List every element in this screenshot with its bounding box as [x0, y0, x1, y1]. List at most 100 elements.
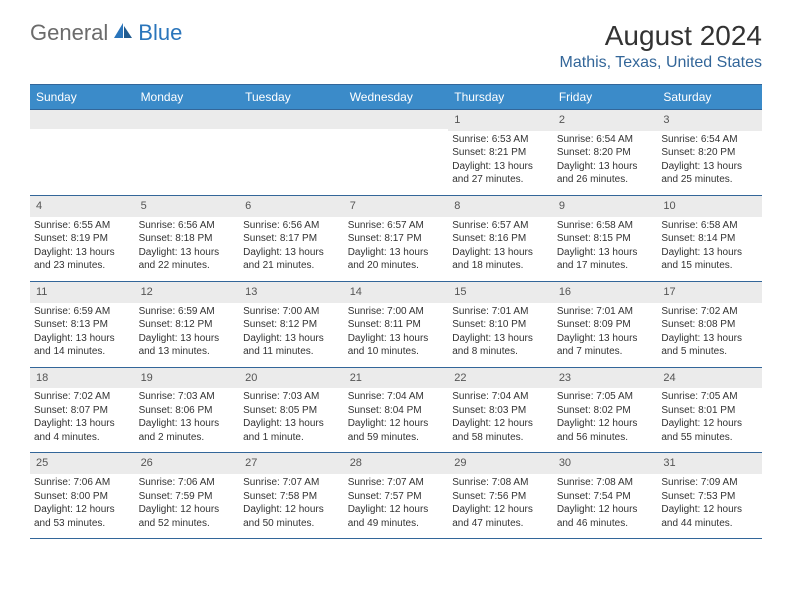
day-number: 24: [657, 368, 762, 389]
day-cell: 15Sunrise: 7:01 AMSunset: 8:10 PMDayligh…: [448, 281, 553, 367]
daylight-text-1: Daylight: 13 hours: [34, 417, 131, 431]
daylight-text-1: Daylight: 12 hours: [243, 503, 340, 517]
day-number: 6: [239, 196, 344, 217]
daylight-text-2: and 27 minutes.: [452, 173, 549, 187]
sunset-text: Sunset: 7:57 PM: [348, 490, 445, 504]
sunset-text: Sunset: 7:54 PM: [557, 490, 654, 504]
day-cell: 7Sunrise: 6:57 AMSunset: 8:17 PMDaylight…: [344, 195, 449, 281]
day-details: Sunrise: 7:05 AMSunset: 8:01 PMDaylight:…: [657, 388, 762, 452]
day-details: Sunrise: 7:06 AMSunset: 8:00 PMDaylight:…: [30, 474, 135, 538]
daylight-text-1: Daylight: 12 hours: [452, 417, 549, 431]
day-cell: 24Sunrise: 7:05 AMSunset: 8:01 PMDayligh…: [657, 367, 762, 453]
daylight-text-1: Daylight: 12 hours: [34, 503, 131, 517]
day-cell: 31Sunrise: 7:09 AMSunset: 7:53 PMDayligh…: [657, 453, 762, 539]
weekday-header: Friday: [553, 85, 658, 110]
empty-day-header: [239, 110, 344, 129]
location-label: Mathis, Texas, United States: [560, 54, 762, 72]
empty-day-header: [344, 110, 449, 129]
sunrise-text: Sunrise: 7:06 AM: [34, 476, 131, 490]
sunset-text: Sunset: 8:11 PM: [348, 318, 445, 332]
day-number: 12: [135, 282, 240, 303]
daylight-text-1: Daylight: 13 hours: [661, 246, 758, 260]
calendar-body: 1Sunrise: 6:53 AMSunset: 8:21 PMDaylight…: [30, 110, 762, 539]
daylight-text-1: Daylight: 13 hours: [348, 332, 445, 346]
sunrise-text: Sunrise: 6:56 AM: [139, 219, 236, 233]
daylight-text-2: and 22 minutes.: [139, 259, 236, 273]
sunrise-text: Sunrise: 6:56 AM: [243, 219, 340, 233]
daylight-text-2: and 50 minutes.: [243, 517, 340, 531]
sunset-text: Sunset: 8:16 PM: [452, 232, 549, 246]
day-details: Sunrise: 7:08 AMSunset: 7:54 PMDaylight:…: [553, 474, 658, 538]
day-number: 26: [135, 453, 240, 474]
day-number: 1: [448, 110, 553, 131]
daylight-text-1: Daylight: 12 hours: [661, 503, 758, 517]
weekday-header: Tuesday: [239, 85, 344, 110]
day-cell: 23Sunrise: 7:05 AMSunset: 8:02 PMDayligh…: [553, 367, 658, 453]
sunrise-text: Sunrise: 6:54 AM: [557, 133, 654, 147]
daylight-text-2: and 59 minutes.: [348, 431, 445, 445]
daylight-text-2: and 26 minutes.: [557, 173, 654, 187]
daylight-text-2: and 55 minutes.: [661, 431, 758, 445]
day-cell: 25Sunrise: 7:06 AMSunset: 8:00 PMDayligh…: [30, 453, 135, 539]
day-number: 5: [135, 196, 240, 217]
daylight-text-1: Daylight: 13 hours: [557, 160, 654, 174]
day-cell: 9Sunrise: 6:58 AMSunset: 8:15 PMDaylight…: [553, 195, 658, 281]
day-cell: [239, 110, 344, 196]
daylight-text-1: Daylight: 12 hours: [557, 417, 654, 431]
day-cell: [30, 110, 135, 196]
daylight-text-2: and 21 minutes.: [243, 259, 340, 273]
sunrise-text: Sunrise: 7:07 AM: [348, 476, 445, 490]
calendar-table: Sunday Monday Tuesday Wednesday Thursday…: [30, 84, 762, 539]
day-details: Sunrise: 7:00 AMSunset: 8:11 PMDaylight:…: [344, 303, 449, 367]
day-cell: 14Sunrise: 7:00 AMSunset: 8:11 PMDayligh…: [344, 281, 449, 367]
day-cell: 19Sunrise: 7:03 AMSunset: 8:06 PMDayligh…: [135, 367, 240, 453]
month-title: August 2024: [560, 20, 762, 52]
sunset-text: Sunset: 8:12 PM: [243, 318, 340, 332]
day-details: Sunrise: 6:56 AMSunset: 8:17 PMDaylight:…: [239, 217, 344, 281]
day-cell: 17Sunrise: 7:02 AMSunset: 8:08 PMDayligh…: [657, 281, 762, 367]
daylight-text-1: Daylight: 12 hours: [348, 503, 445, 517]
sunset-text: Sunset: 8:07 PM: [34, 404, 131, 418]
daylight-text-2: and 2 minutes.: [139, 431, 236, 445]
day-number: 23: [553, 368, 658, 389]
sunset-text: Sunset: 8:10 PM: [452, 318, 549, 332]
day-cell: 10Sunrise: 6:58 AMSunset: 8:14 PMDayligh…: [657, 195, 762, 281]
sunset-text: Sunset: 8:00 PM: [34, 490, 131, 504]
daylight-text-2: and 20 minutes.: [348, 259, 445, 273]
daylight-text-2: and 15 minutes.: [661, 259, 758, 273]
daylight-text-1: Daylight: 13 hours: [139, 417, 236, 431]
daylight-text-1: Daylight: 13 hours: [139, 332, 236, 346]
day-number: 16: [553, 282, 658, 303]
weekday-header-row: Sunday Monday Tuesday Wednesday Thursday…: [30, 85, 762, 110]
day-cell: 20Sunrise: 7:03 AMSunset: 8:05 PMDayligh…: [239, 367, 344, 453]
sunset-text: Sunset: 8:13 PM: [34, 318, 131, 332]
daylight-text-2: and 58 minutes.: [452, 431, 549, 445]
sunset-text: Sunset: 8:09 PM: [557, 318, 654, 332]
day-cell: 29Sunrise: 7:08 AMSunset: 7:56 PMDayligh…: [448, 453, 553, 539]
day-details: Sunrise: 6:58 AMSunset: 8:14 PMDaylight:…: [657, 217, 762, 281]
day-details: Sunrise: 6:56 AMSunset: 8:18 PMDaylight:…: [135, 217, 240, 281]
daylight-text-2: and 17 minutes.: [557, 259, 654, 273]
sunset-text: Sunset: 8:14 PM: [661, 232, 758, 246]
day-number: 21: [344, 368, 449, 389]
day-number: 11: [30, 282, 135, 303]
day-cell: 22Sunrise: 7:04 AMSunset: 8:03 PMDayligh…: [448, 367, 553, 453]
daylight-text-1: Daylight: 13 hours: [139, 246, 236, 260]
day-cell: 5Sunrise: 6:56 AMSunset: 8:18 PMDaylight…: [135, 195, 240, 281]
daylight-text-2: and 25 minutes.: [661, 173, 758, 187]
sunrise-text: Sunrise: 6:55 AM: [34, 219, 131, 233]
daylight-text-1: Daylight: 13 hours: [661, 332, 758, 346]
day-cell: 8Sunrise: 6:57 AMSunset: 8:16 PMDaylight…: [448, 195, 553, 281]
day-number: 4: [30, 196, 135, 217]
day-number: 2: [553, 110, 658, 131]
daylight-text-1: Daylight: 13 hours: [34, 246, 131, 260]
day-number: 9: [553, 196, 658, 217]
sunrise-text: Sunrise: 7:05 AM: [557, 390, 654, 404]
sunrise-text: Sunrise: 7:04 AM: [348, 390, 445, 404]
day-details: Sunrise: 7:01 AMSunset: 8:09 PMDaylight:…: [553, 303, 658, 367]
sunset-text: Sunset: 8:02 PM: [557, 404, 654, 418]
daylight-text-2: and 18 minutes.: [452, 259, 549, 273]
day-details: Sunrise: 6:53 AMSunset: 8:21 PMDaylight:…: [448, 131, 553, 195]
sunrise-text: Sunrise: 6:58 AM: [557, 219, 654, 233]
day-number: 3: [657, 110, 762, 131]
